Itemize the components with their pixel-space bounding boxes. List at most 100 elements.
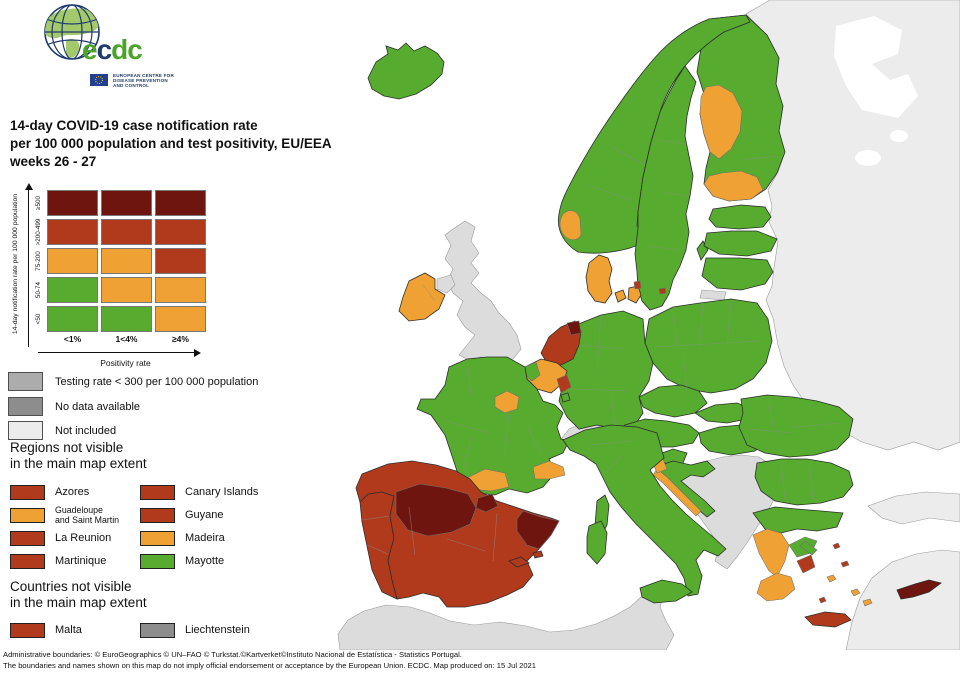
matrix-cell bbox=[47, 306, 98, 332]
map-region-sicily bbox=[639, 579, 693, 604]
map-region-menorca bbox=[532, 550, 544, 559]
matrix-cell bbox=[155, 306, 206, 332]
matrix-cell bbox=[155, 248, 206, 274]
map-region-aegean-island bbox=[826, 574, 837, 583]
map-region-finland-south bbox=[703, 170, 764, 202]
matrix-cell bbox=[101, 248, 152, 274]
region-swatch bbox=[140, 531, 175, 546]
legend-label: Testing rate < 300 per 100 000 populatio… bbox=[55, 375, 259, 388]
region-swatch bbox=[10, 508, 45, 523]
regions-section-heading: Regions not visible in the main map exte… bbox=[10, 440, 147, 471]
y-axis-line bbox=[28, 190, 30, 347]
matrix-row-label: <50 bbox=[35, 313, 42, 325]
map-region-rhodes bbox=[862, 598, 873, 607]
map-region-denmark bbox=[585, 254, 613, 304]
country-swatch bbox=[140, 623, 175, 638]
map-region-aegean-island bbox=[818, 596, 827, 604]
map-region-ireland bbox=[398, 272, 446, 322]
map-region-turkey bbox=[845, 549, 960, 650]
country-item-malta: Malta bbox=[10, 619, 140, 642]
region-item-mayotte: Mayotte bbox=[140, 550, 300, 573]
country-item-liechtenstein: Liechtenstein bbox=[140, 619, 300, 642]
map-region-provence bbox=[532, 460, 566, 480]
map-region-estonia bbox=[708, 204, 772, 230]
legend-item-no-data: No data available bbox=[8, 397, 140, 416]
map-region-castile-leon bbox=[395, 483, 477, 537]
map-region-greece-west bbox=[752, 528, 790, 578]
matrix-cell bbox=[47, 190, 98, 216]
map-region-north-africa bbox=[337, 589, 675, 650]
map-region-latvia bbox=[703, 230, 778, 257]
x-axis-arrow-icon bbox=[194, 348, 201, 357]
region-swatch bbox=[140, 508, 175, 523]
matrix-cells bbox=[47, 190, 206, 332]
ecdc-org-name: EUROPEAN CENTRE FOR DISEASE PREVENTION A… bbox=[113, 73, 174, 88]
internal-region-borders bbox=[361, 139, 842, 562]
map-region-copenhagen bbox=[633, 280, 642, 290]
map-region-norway-rogaland bbox=[559, 210, 582, 241]
europe-map bbox=[337, 0, 960, 650]
map-region-bulgaria bbox=[754, 458, 854, 506]
matrix-cell bbox=[47, 248, 98, 274]
lake-ladoga bbox=[855, 150, 881, 166]
map-region-italy bbox=[562, 424, 727, 597]
matrix-cell bbox=[155, 277, 206, 303]
map-region-netherlands-north bbox=[566, 320, 582, 336]
footer-attribution: Administrative boundaries: © EuroGeograp… bbox=[3, 650, 957, 672]
region-item-la-reunion: La Reunion bbox=[10, 527, 140, 550]
countries-section-heading: Countries not visible in the main map ex… bbox=[10, 579, 147, 610]
region-item-azores: Azores bbox=[10, 481, 140, 504]
matrix-y-axis-label: 14-day notification rate per 100 000 pop… bbox=[12, 193, 19, 335]
map-region-lithuania bbox=[701, 257, 774, 291]
map-region-bornholm bbox=[658, 287, 667, 295]
map-region-sardinia bbox=[586, 520, 608, 565]
map-region-sweden bbox=[634, 65, 697, 311]
map-region-ile-de-france bbox=[494, 390, 520, 414]
map-region-poland bbox=[644, 298, 773, 394]
region-swatch bbox=[10, 554, 45, 569]
region-swatch bbox=[10, 485, 45, 500]
footer-line-2: The boundaries and names shown on this m… bbox=[3, 660, 537, 670]
matrix-x-axis-label: Positivity rate bbox=[100, 358, 151, 368]
legend-label: Not included bbox=[55, 424, 117, 437]
map-title: 14-day COVID-19 case notification rate p… bbox=[10, 118, 332, 169]
region-swatch bbox=[10, 531, 45, 546]
white-sea bbox=[834, 16, 918, 118]
y-axis-arrow-icon bbox=[24, 183, 33, 190]
matrix-cell bbox=[155, 219, 206, 245]
map-region-belgium-east bbox=[556, 374, 572, 394]
map-region-northern-ireland bbox=[436, 274, 456, 294]
region-item-canary-islands: Canary Islands bbox=[140, 481, 300, 504]
matrix-cell bbox=[47, 219, 98, 245]
regions-legend-grid: Azores Canary Islands Guadeloupe and Sain… bbox=[10, 481, 300, 573]
region-item-guadeloupe: Guadeloupe and Saint Martin bbox=[10, 504, 140, 527]
region-item-guyane: Guyane bbox=[140, 504, 300, 527]
matrix-cell bbox=[101, 306, 152, 332]
region-swatch bbox=[140, 485, 175, 500]
map-region-euboea bbox=[799, 540, 818, 556]
map-region-aegean-island bbox=[850, 588, 861, 597]
map-region-catalonia bbox=[516, 510, 560, 550]
map-region-turkey-thrace bbox=[867, 491, 960, 525]
map-region-aegean-island bbox=[832, 542, 841, 550]
map-region-aegean-island bbox=[840, 560, 850, 568]
matrix-cell bbox=[101, 190, 152, 216]
matrix-cell bbox=[47, 277, 98, 303]
x-axis-line bbox=[38, 352, 194, 354]
matrix-cell bbox=[101, 277, 152, 303]
map-region-attica bbox=[796, 554, 816, 574]
ecdc-wordmark: ecdc bbox=[82, 34, 143, 65]
map-region-balearics bbox=[508, 556, 530, 568]
matrix-col-labels: <1% 1<4% ≥4% bbox=[47, 334, 206, 344]
eu-flag-icon bbox=[90, 74, 108, 86]
countries-legend-grid: Malta Liechtenstein bbox=[10, 619, 300, 642]
legend-label: No data available bbox=[55, 400, 141, 413]
region-item-madeira: Madeira bbox=[140, 527, 300, 550]
map-region-finland-nw bbox=[699, 84, 743, 160]
region-swatch bbox=[140, 554, 175, 569]
matrix-cell bbox=[155, 190, 206, 216]
legend-item-not-included: Not included bbox=[8, 421, 116, 440]
matrix-col-label: ≥4% bbox=[172, 334, 189, 344]
map-region-kaliningrad bbox=[699, 289, 727, 301]
